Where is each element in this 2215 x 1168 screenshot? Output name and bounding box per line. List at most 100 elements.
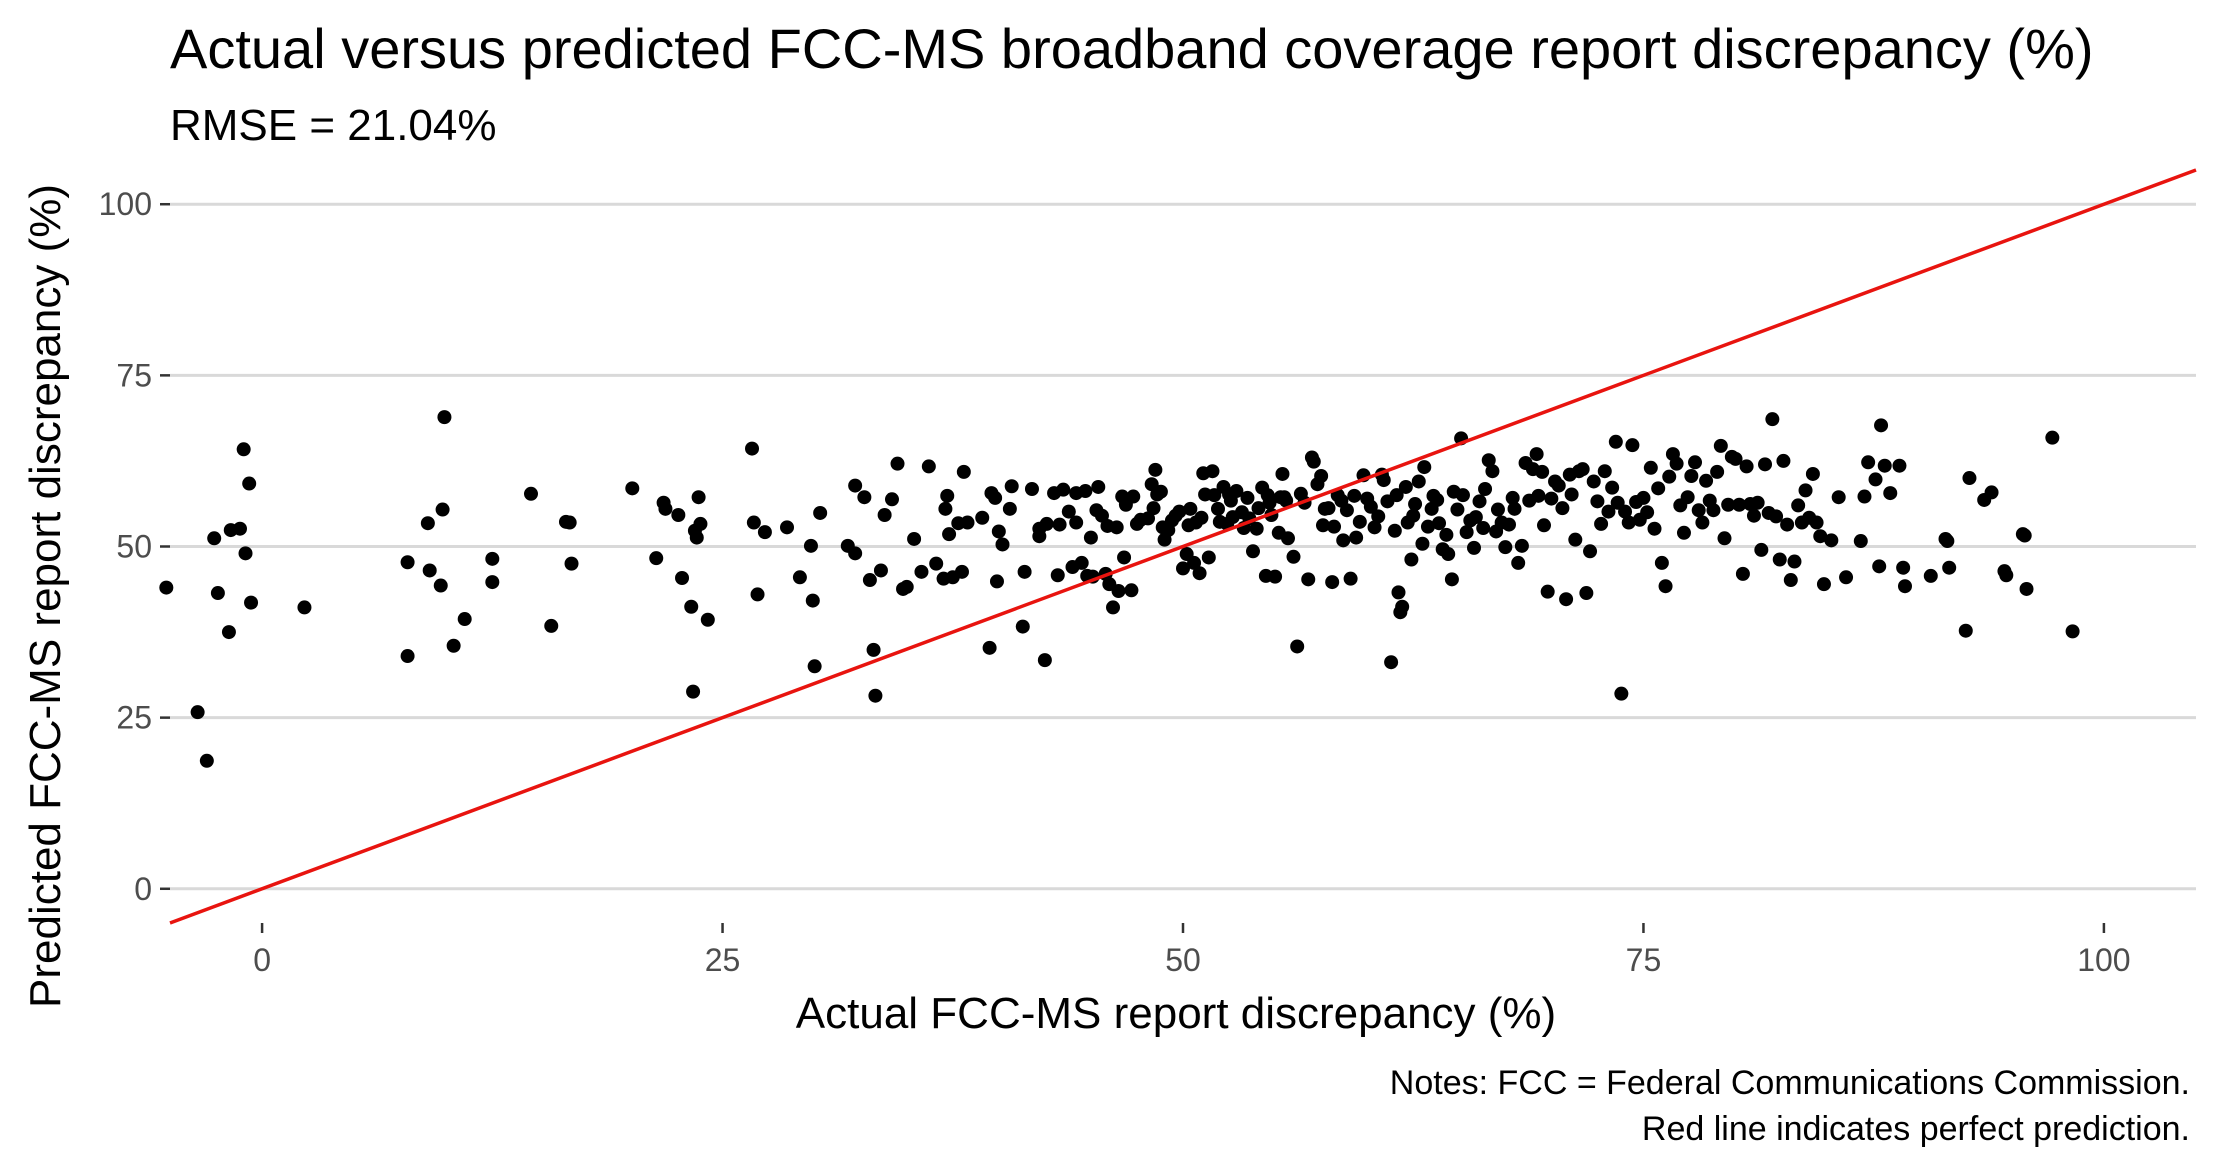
data-point-305 <box>1713 438 1728 453</box>
data-point-27 <box>562 515 577 530</box>
data-point-265 <box>1568 532 1583 547</box>
data-point-53 <box>848 546 863 561</box>
data-point-196 <box>1352 514 1367 529</box>
data-point-273 <box>1597 464 1612 479</box>
data-point-95 <box>1050 568 1065 583</box>
data-point-19 <box>437 410 452 425</box>
data-point-355 <box>1984 485 1999 500</box>
data-point-85 <box>1002 501 1017 516</box>
data-point-141 <box>1192 566 1207 581</box>
data-point-264 <box>1564 487 1579 502</box>
data-point-186 <box>1321 501 1336 516</box>
data-point-307 <box>1721 497 1736 512</box>
data-point-276 <box>1608 434 1623 449</box>
data-point-161 <box>1249 521 1264 536</box>
data-point-316 <box>1754 542 1769 557</box>
data-point-219 <box>1420 519 1435 534</box>
data-point-86 <box>1004 479 1019 494</box>
data-point-146 <box>1205 464 1220 479</box>
data-point-93 <box>1039 516 1054 531</box>
x-tick-label-2: 50 <box>1165 942 1201 978</box>
data-point-142 <box>1194 510 1209 525</box>
data-point-222 <box>1430 492 1445 507</box>
data-point-236 <box>1472 494 1487 509</box>
chart-title: Actual versus predicted FCC-MS broadband… <box>170 17 2094 80</box>
data-point-58 <box>868 688 883 703</box>
data-point-119 <box>1124 583 1139 598</box>
data-point-293 <box>1669 456 1684 471</box>
data-point-179 <box>1301 572 1316 587</box>
data-point-300 <box>1695 515 1710 530</box>
data-point-91 <box>1032 529 1047 544</box>
data-point-12 <box>297 600 312 615</box>
data-point-351 <box>1942 560 1957 575</box>
data-point-333 <box>1816 577 1831 592</box>
data-point-348 <box>1923 568 1938 583</box>
data-point-20 <box>446 638 461 653</box>
data-point-324 <box>1783 573 1798 588</box>
data-point-13 <box>400 555 415 570</box>
data-point-284 <box>1636 490 1651 505</box>
data-point-357 <box>1999 568 2014 583</box>
data-point-267 <box>1575 462 1590 477</box>
data-point-57 <box>866 642 881 657</box>
data-point-337 <box>1853 534 1868 549</box>
data-point-44 <box>750 587 765 602</box>
data-point-168 <box>1268 569 1283 584</box>
data-point-28 <box>564 556 579 571</box>
data-point-87 <box>1015 619 1030 634</box>
data-point-70 <box>938 501 953 516</box>
data-point-147 <box>1207 488 1222 503</box>
data-point-260 <box>1551 478 1566 493</box>
data-point-216 <box>1411 474 1426 489</box>
data-point-98 <box>1061 504 1076 519</box>
data-point-11 <box>244 595 259 610</box>
data-point-40 <box>693 516 708 531</box>
data-point-16 <box>422 563 437 578</box>
data-point-278 <box>1614 686 1629 701</box>
data-point-201 <box>1371 509 1386 524</box>
data-point-225 <box>1439 527 1454 542</box>
data-point-326 <box>1791 498 1806 513</box>
data-point-47 <box>792 570 807 585</box>
data-point-226 <box>1441 547 1456 562</box>
data-point-353 <box>1962 471 1977 486</box>
data-point-317 <box>1758 457 1773 472</box>
data-point-135 <box>1176 561 1190 576</box>
data-point-242 <box>1490 502 1505 517</box>
data-point-193 <box>1343 571 1358 586</box>
data-point-138 <box>1183 501 1198 516</box>
data-point-29 <box>625 481 640 496</box>
data-point-173 <box>1279 493 1294 508</box>
data-point-268 <box>1579 586 1594 601</box>
y-axis-title: Predicted FCC-MS report discrepancy (%) <box>21 184 70 1008</box>
data-point-117 <box>1117 550 1132 565</box>
data-point-18 <box>435 502 450 517</box>
data-point-128 <box>1153 484 1168 499</box>
data-point-285 <box>1640 505 1655 520</box>
data-point-203 <box>1376 473 1391 488</box>
data-point-183 <box>1314 468 1329 483</box>
data-point-205 <box>1384 655 1399 670</box>
data-point-176 <box>1290 639 1305 654</box>
data-point-290 <box>1658 579 1673 594</box>
data-point-15 <box>420 516 435 531</box>
data-point-341 <box>1872 559 1887 574</box>
data-point-50 <box>807 659 822 674</box>
data-point-49 <box>805 593 820 608</box>
data-point-295 <box>1676 525 1691 540</box>
data-point-8 <box>236 442 251 457</box>
data-point-191 <box>1336 533 1351 548</box>
data-point-108 <box>1091 479 1106 494</box>
data-point-42 <box>745 441 760 456</box>
data-point-254 <box>1531 488 1546 503</box>
data-point-84 <box>995 537 1010 552</box>
data-point-162 <box>1251 501 1266 516</box>
y-axis-ticks: 0 25 50 75 100 <box>99 186 170 907</box>
data-point-229 <box>1450 502 1465 517</box>
data-point-362 <box>2065 624 2080 639</box>
data-point-253 <box>1529 447 1544 462</box>
data-point-255 <box>1535 464 1550 479</box>
data-point-36 <box>686 684 701 699</box>
data-point-126 <box>1148 462 1163 477</box>
